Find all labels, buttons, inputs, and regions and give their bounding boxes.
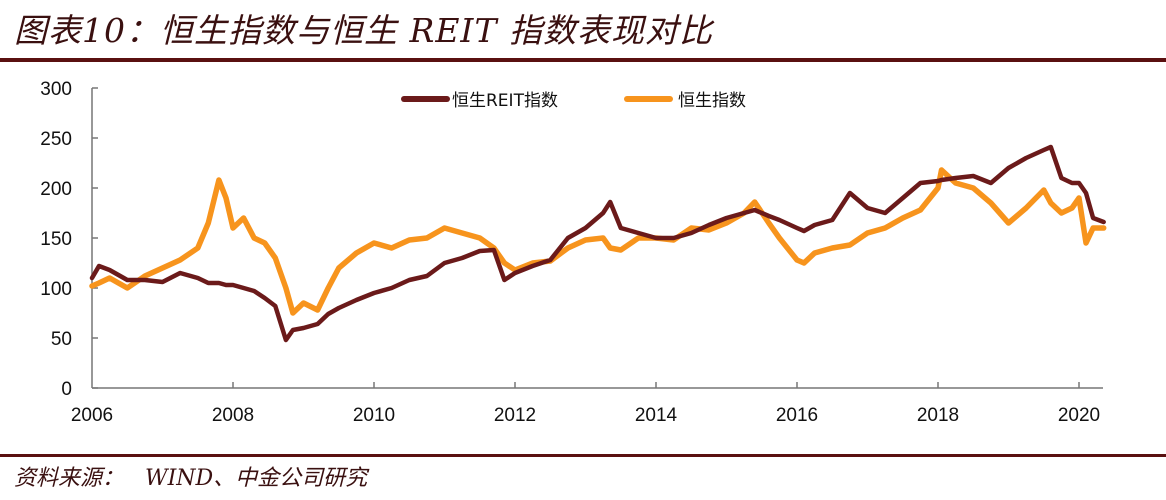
series-layer — [89, 144, 1107, 343]
x-tick-label: 2010 — [353, 405, 395, 426]
x-tick-label: 2018 — [917, 405, 959, 426]
x-tick-label: 2008 — [212, 405, 254, 426]
x-tick-label: 2020 — [1058, 405, 1100, 426]
legend-label-hsi: 恒生指数 — [678, 91, 746, 111]
title-divider — [0, 58, 1166, 62]
y-tick-label: 300 — [40, 79, 72, 100]
y-tick-label: 100 — [40, 279, 72, 300]
x-tick-label: 2006 — [71, 405, 113, 426]
source-note: 资料来源： WIND、中金公司研究 — [14, 466, 368, 491]
figure-title: 图表10：恒生指数与恒生 REIT 指数表现对比 — [14, 11, 713, 50]
hsi-line — [89, 167, 1107, 316]
legend: 恒生REIT指数 恒生指数 — [401, 91, 746, 111]
legend-label-reit: 恒生REIT指数 — [452, 91, 558, 111]
x-tick-label: 2014 — [635, 405, 678, 426]
x-tick-label: 2012 — [494, 405, 536, 426]
y-tick-label: 250 — [40, 129, 72, 150]
source-divider — [0, 454, 1166, 457]
hs-reit-line — [89, 144, 1106, 343]
y-tick-label: 50 — [51, 329, 72, 350]
y-tick-label: 150 — [40, 229, 72, 250]
y-tick-label: 0 — [61, 379, 72, 400]
x-tick-label: 2016 — [776, 405, 818, 426]
x-axis: 2006 2008 2010 2012 2014 2016 2018 2020 — [71, 382, 1103, 426]
y-tick-label: 200 — [40, 179, 72, 200]
y-axis: 0 50 100 150 200 250 300 — [40, 79, 98, 400]
